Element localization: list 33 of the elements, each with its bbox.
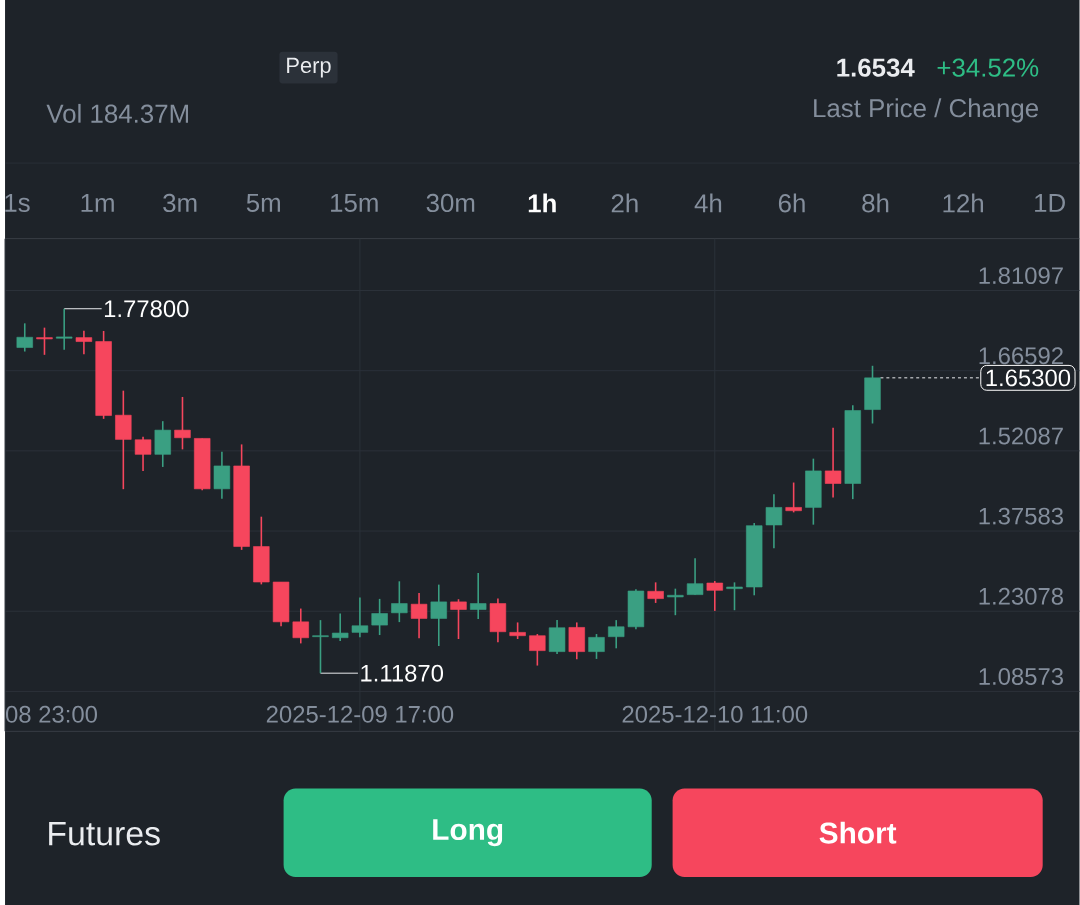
text: Long [433,819,503,846]
x-tick-label: 2025-12-10 11:00 [622,705,808,723]
text: 1m [81,193,114,212]
text: Vol 184.37M [46,103,189,123]
annotation: 1.11870 [361,664,444,682]
text: Last Price / Change [814,98,1038,123]
y-tick-label: 1.52087 [979,427,1063,445]
text: 5m [246,193,280,212]
y-tick-label: 1.08573 [979,667,1063,685]
y-tick-label: 1.23078 [979,587,1063,605]
text: 30m [426,193,475,212]
text: 4h [694,193,722,213]
text: Perp [287,57,331,78]
x-tick-label: 08 23:00 [5,705,98,723]
text: 1h [528,193,556,213]
text: 15m [331,193,378,212]
text: 3m [163,193,197,212]
text: Futures [49,821,160,846]
text: 2h [611,193,638,213]
ref-line-label: 1.65300 [986,369,1071,387]
text: Short [819,821,897,844]
y-tick-label: 1.81097 [979,266,1063,284]
text: 1.6534 [837,58,915,77]
text: +34.52% [937,58,1039,77]
text: 6h [778,193,805,213]
text: 8h [862,193,889,213]
x-tick-label: 2025-12-09 17:00 [266,705,454,723]
text: 1D [1035,193,1065,212]
text: 1s [5,193,30,212]
text: 12h [943,193,983,213]
y-tick-label: 1.66592 [979,347,1063,365]
annotation: 1.77800 [104,300,189,318]
y-tick-label: 1.37583 [979,507,1063,525]
